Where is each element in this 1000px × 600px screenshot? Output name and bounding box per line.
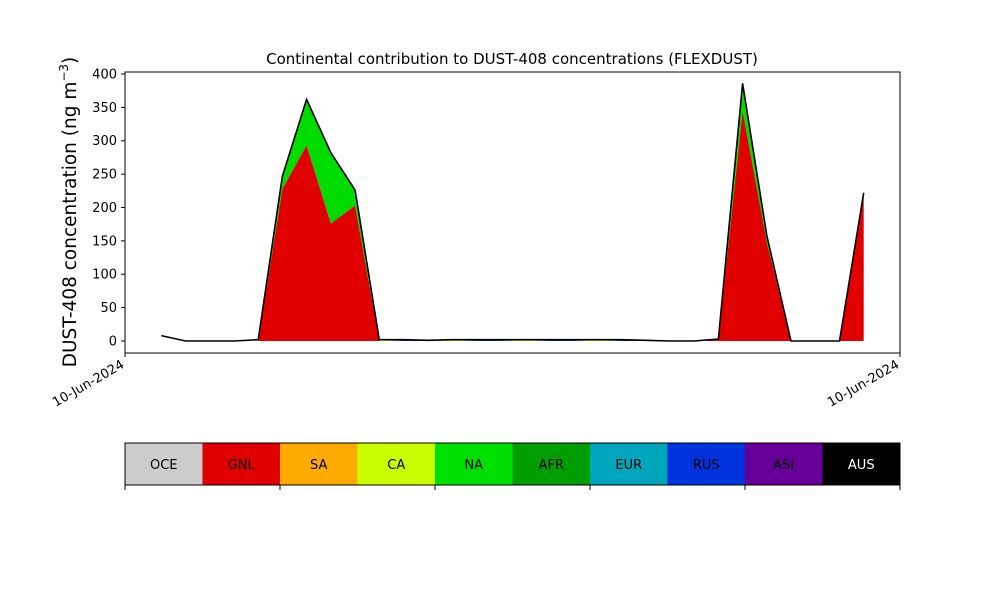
y-axis: 0 50 100 150 200 250 300 350 400	[92, 68, 125, 349]
y-tick-label-300: 300	[92, 134, 117, 149]
y-tick-label-150: 150	[92, 234, 117, 249]
legend-frame	[124, 442, 901, 486]
legend-label-oce: OCE	[150, 458, 178, 473]
legend-swatch-afr	[512, 443, 590, 485]
y-axis-label-close: )	[60, 57, 81, 64]
legend-swatch-aus	[822, 443, 900, 485]
y-tick-label-350: 350	[92, 101, 117, 116]
area-series-gnl	[161, 110, 864, 341]
legend-swatch-gnl	[202, 443, 280, 485]
chart-title: Continental contribution to DUST-408 con…	[266, 50, 758, 68]
legend-swatch-eur	[590, 443, 668, 485]
y-tick-label-250: 250	[92, 168, 117, 183]
legend-label-gnl: GNL	[228, 458, 256, 473]
y-tick-label-50: 50	[100, 301, 117, 316]
y-axis-label: DUST-408 concentration (ng m−3)	[57, 57, 81, 368]
legend-swatch-asi	[745, 443, 823, 485]
total-concentration-line	[161, 83, 865, 342]
legend-swatch-oce	[125, 443, 203, 485]
legend-label-ca: CA	[387, 458, 405, 473]
plot-frame	[124, 71, 901, 354]
legend-swatch-na	[435, 443, 513, 485]
legend-label-sa: SA	[310, 458, 327, 473]
y-axis-label-main: DUST-408 concentration (ng m	[60, 82, 81, 368]
y-axis-label-exponent: −3	[57, 64, 71, 82]
legend-swatch-sa	[280, 443, 358, 485]
legend-swatch-rus	[667, 443, 745, 485]
y-tick-label-200: 200	[92, 201, 117, 216]
plot-area	[124, 71, 901, 354]
y-tick-label-0: 0	[109, 334, 117, 349]
y-tick-label-100: 100	[92, 268, 117, 283]
legend-label-asi: ASI	[773, 458, 794, 473]
legend-label-rus: RUS	[693, 458, 720, 473]
legend-label-eur: EUR	[615, 458, 642, 473]
continent-legend: OCE GNL SA CA NA AFR EUR RUS ASI AUS	[124, 442, 901, 490]
legend-label-afr: AFR	[539, 458, 564, 473]
legend-label-na: NA	[464, 458, 483, 473]
legend-label-aus: AUS	[848, 458, 875, 473]
y-tick-label-400: 400	[92, 68, 117, 83]
legend-swatch-ca	[357, 443, 435, 485]
